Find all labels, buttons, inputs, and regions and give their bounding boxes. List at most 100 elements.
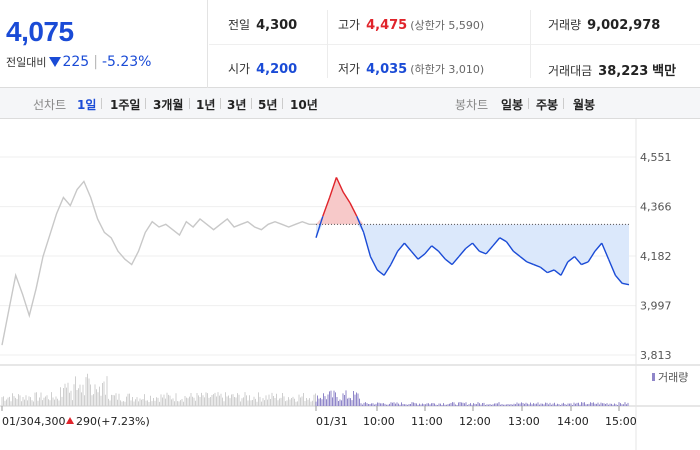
today-price-segment xyxy=(479,250,487,255)
today-price-segment xyxy=(315,216,324,238)
period-separator xyxy=(189,98,190,109)
y-tick-label: 3,997 xyxy=(640,300,672,313)
x-axis-labels: 01/30 4,300 290 (+7.23%) 01/31 10:00 11:00 12:0… xyxy=(2,415,637,428)
today-price-segment xyxy=(431,245,439,252)
time-label: 14:00 xyxy=(557,415,589,428)
stat-row-divider xyxy=(209,44,700,45)
today-price-segment xyxy=(587,250,596,263)
today-price-segment xyxy=(390,250,399,265)
today-price-segment xyxy=(614,274,623,284)
period-1y[interactable]: 1년 xyxy=(196,98,216,112)
stat-high: 고가 4,475 (상한가 5,590) xyxy=(338,16,484,33)
volume-legend-swatch xyxy=(652,373,655,381)
today-price-segment xyxy=(601,242,610,260)
volume-bars: 거래량 xyxy=(1,371,688,406)
stat-trade-value: 거래대금 38,223 백만 xyxy=(548,60,676,79)
quote-summary: 4,075 전일대비 225 | -5.23% 전일 4,300 고가 4,475 (상한가… xyxy=(0,0,700,88)
y-tick-label: 3,813 xyxy=(640,349,672,362)
today-price-segment xyxy=(560,261,569,276)
change-row: 전일대비 225 | -5.23% xyxy=(6,54,151,70)
today-price-segment xyxy=(424,245,433,255)
today-price-segment xyxy=(322,197,331,217)
volume-label: 거래량 xyxy=(548,18,582,32)
today-price-segment xyxy=(383,264,392,276)
open-value: 4,200 xyxy=(256,62,298,77)
today-price-segment xyxy=(492,237,501,247)
high-value: 4,475 xyxy=(366,18,408,33)
line-chart-label: 선차트 xyxy=(33,98,67,112)
change-amount: 225 xyxy=(62,54,90,70)
today-price-segment xyxy=(444,258,453,266)
trade-value: 38,223 xyxy=(598,64,649,79)
today-price-segment xyxy=(594,242,603,252)
period-separator xyxy=(251,98,252,109)
today-price-segment xyxy=(328,177,338,198)
today-price-segment xyxy=(437,250,446,260)
upper-limit: (상한가 5,590) xyxy=(410,19,485,32)
trade-value-unit: 백만 xyxy=(652,64,677,79)
period-5y[interactable]: 5년 xyxy=(258,98,278,112)
change-percent: -5.23% xyxy=(101,54,152,70)
stat-volume: 거래량 9,002,978 xyxy=(548,16,660,33)
today-price-segment xyxy=(458,248,467,257)
today-price-segment xyxy=(505,241,514,252)
today-price-segment xyxy=(417,253,426,260)
period-bar: 선차트 1일 1주일 3개월 1년 3년 5년 10년 봉차트 일봉 주봉 월봉 xyxy=(0,88,700,119)
today-price-segment xyxy=(397,242,405,252)
open-label: 시가 xyxy=(228,62,251,76)
today-price-segment xyxy=(512,250,521,258)
today-price-segment xyxy=(356,216,365,233)
today-price-segment xyxy=(540,266,548,274)
prev-close-value: 4,300 xyxy=(256,18,298,33)
x-start-label: 01/30 xyxy=(2,415,34,428)
period-separator xyxy=(220,98,221,109)
prev-change-pct-note: (+7.23%) xyxy=(97,415,150,428)
prev-close-label: 전일 xyxy=(228,18,251,32)
stat-open: 시가 4,200 xyxy=(228,60,297,77)
today-price-segment xyxy=(574,256,582,266)
candle-daily[interactable]: 일봉 xyxy=(501,98,524,112)
time-label: 10:00 xyxy=(363,415,395,428)
time-label: 11:00 xyxy=(411,415,443,428)
today-price-segment xyxy=(403,242,412,252)
period-3y[interactable]: 3년 xyxy=(227,98,247,112)
up-triangle-icon xyxy=(66,417,74,424)
above-reference-fill xyxy=(316,177,629,225)
today-price-segment xyxy=(519,255,528,263)
today-price-segment xyxy=(471,242,480,252)
candle-monthly[interactable]: 월봉 xyxy=(573,98,596,112)
current-price: 4,075 xyxy=(6,16,74,47)
prev-day-price-line xyxy=(1,180,316,346)
today-price-segment xyxy=(410,250,419,260)
trade-value-label: 거래대금 xyxy=(548,64,593,78)
candle-separator xyxy=(563,98,564,109)
period-3m[interactable]: 3개월 xyxy=(153,98,184,112)
period-1d[interactable]: 1일 xyxy=(77,98,97,112)
down-triangle-icon xyxy=(49,57,62,67)
today-price-segment xyxy=(581,261,589,266)
stat-col-divider xyxy=(530,10,531,78)
low-value: 4,035 xyxy=(366,62,408,77)
time-label: 15:00 xyxy=(605,415,637,428)
period-10y[interactable]: 10년 xyxy=(290,98,318,112)
today-price-segment xyxy=(567,255,575,263)
today-price-segment xyxy=(349,202,358,217)
volume-legend-label: 거래량 xyxy=(658,371,688,384)
stat-col-divider xyxy=(327,10,328,78)
period-separator xyxy=(145,98,146,109)
change-label: 전일대비 xyxy=(6,56,47,69)
candle-chart-label: 봉차트 xyxy=(455,98,489,112)
change-separator: | xyxy=(93,54,98,70)
price-box: 4,075 전일대비 225 | -5.23% xyxy=(0,0,208,88)
chart-background xyxy=(0,119,700,450)
today-price-segment xyxy=(342,191,351,204)
period-1w[interactable]: 1주일 xyxy=(110,98,141,112)
low-label: 저가 xyxy=(338,62,361,76)
prev-close-note: 4,300 xyxy=(34,415,66,428)
today-price-segment xyxy=(376,269,385,276)
today-price-segment xyxy=(553,269,562,276)
today-price-segment xyxy=(499,237,507,243)
today-price-segment xyxy=(622,282,630,286)
today-price-segment xyxy=(369,256,378,271)
candle-weekly[interactable]: 주봉 xyxy=(536,98,559,112)
